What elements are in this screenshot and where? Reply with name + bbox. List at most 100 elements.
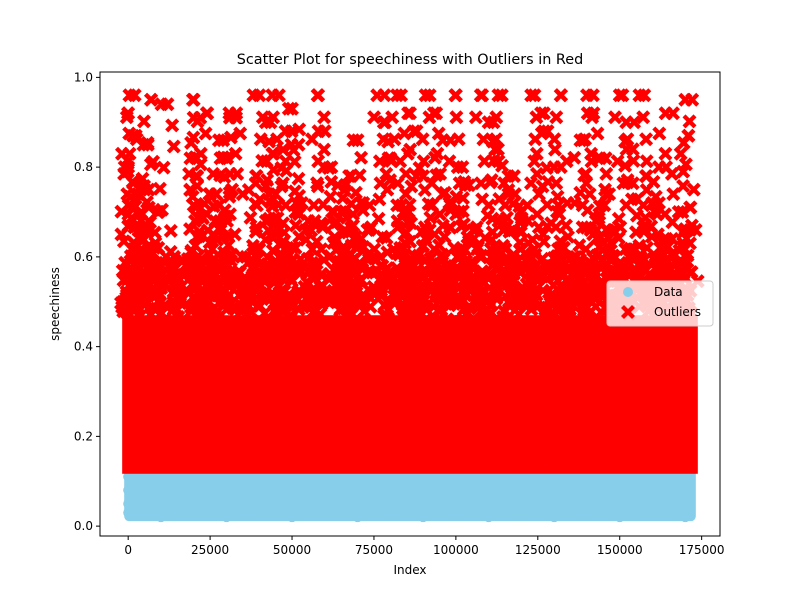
outlier-point: [265, 271, 279, 286]
data-point: [516, 498, 527, 509]
outlier-point: [283, 260, 298, 275]
outlier-point: [573, 252, 588, 267]
outlier-point: [383, 151, 398, 166]
data-point: [614, 498, 625, 509]
outlier-point: [152, 181, 167, 196]
outlier-point: [655, 240, 670, 255]
outlier-point: [268, 187, 283, 202]
y-tick-label: 0.8: [74, 160, 93, 174]
outlier-point: [371, 211, 386, 226]
outlier-point: [411, 313, 426, 328]
outlier-point: [121, 198, 136, 213]
outlier-point: [377, 308, 391, 323]
outlier-point: [222, 321, 237, 336]
outlier-point: [288, 218, 303, 233]
outlier-point: [210, 320, 225, 335]
x-tick-label: 175000: [679, 543, 725, 557]
outlier-point: [173, 253, 188, 268]
outlier-point: [203, 187, 218, 202]
outlier-point: [271, 88, 286, 103]
data-point: [188, 507, 199, 518]
outlier-point: [278, 124, 293, 139]
outlier-point: [403, 106, 417, 121]
outlier-point: [266, 110, 281, 125]
outlier-point: [266, 315, 281, 330]
outlier-point: [129, 132, 144, 147]
outlier-point: [310, 179, 325, 194]
outlier-point: [170, 310, 185, 325]
outlier-point: [340, 279, 355, 294]
y-tick-label: 0.6: [74, 250, 93, 264]
outlier-point: [160, 97, 175, 112]
outlier-point: [456, 217, 471, 232]
data-point: [188, 489, 199, 500]
outlier-point: [423, 210, 438, 225]
data-point: [680, 498, 691, 509]
outlier-point: [592, 240, 607, 254]
outlier-point: [163, 223, 178, 238]
outlier-point: [291, 137, 306, 152]
outlier-point: [589, 223, 604, 237]
outlier-point: [496, 223, 511, 238]
data-point: [418, 476, 429, 487]
outlier-point: [587, 271, 602, 286]
outlier-point: [258, 214, 273, 228]
outlier-point: [548, 220, 563, 235]
outlier-point: [342, 257, 357, 272]
outlier-point: [121, 154, 136, 169]
outlier-point: [475, 266, 489, 281]
outlier-point: [382, 265, 397, 280]
outlier-point: [233, 126, 248, 141]
data-point: [352, 512, 363, 523]
outlier-point: [673, 146, 688, 161]
outlier-point: [484, 305, 499, 320]
data-point: [483, 512, 494, 523]
outlier-point: [509, 255, 524, 269]
outlier-point: [186, 198, 201, 213]
outliers-band: [122, 315, 698, 474]
outlier-point: [127, 88, 142, 103]
outlier-point: [329, 215, 344, 230]
y-tick-label: 1.0: [74, 70, 93, 84]
outlier-point: [648, 189, 663, 204]
outlier-point: [586, 106, 601, 121]
outlier-point: [538, 302, 553, 317]
outlier-point: [549, 176, 564, 191]
data-point: [450, 471, 461, 482]
outlier-point: [416, 154, 431, 169]
outlier-point: [592, 199, 607, 214]
outlier-point: [223, 253, 238, 268]
outlier-point: [265, 199, 280, 214]
outlier-point: [133, 188, 148, 203]
outlier-point: [252, 88, 267, 103]
outlier-point: [317, 124, 332, 139]
outlier-point: [537, 234, 551, 249]
outlier-point: [288, 240, 303, 255]
outlier-point: [527, 88, 542, 103]
outlier-point: [625, 176, 640, 191]
outlier-point: [186, 130, 201, 145]
outlier-point: [599, 166, 614, 181]
data-series-layer: [123, 468, 696, 523]
data-point: [155, 476, 166, 487]
outlier-point: [560, 196, 575, 210]
outlier-point: [195, 211, 210, 226]
y-tick-label: 0.2: [74, 429, 93, 443]
outlier-point: [257, 306, 272, 321]
outlier-point: [485, 319, 500, 334]
outlier-point: [646, 174, 661, 189]
outlier-point: [126, 176, 141, 191]
outlier-point: [575, 198, 590, 213]
outlier-point: [399, 166, 413, 181]
outlier-point: [594, 261, 608, 276]
outlier-point: [203, 259, 218, 274]
outlier-point: [241, 319, 256, 334]
outlier-point: [470, 242, 485, 257]
plot-frame: [99, 71, 721, 537]
outlier-point: [290, 315, 305, 330]
outlier-point: [198, 126, 213, 141]
data-point: [123, 507, 134, 518]
x-tick-label: 25000: [191, 543, 229, 557]
outlier-point: [137, 256, 152, 271]
outlier-point: [449, 110, 464, 125]
